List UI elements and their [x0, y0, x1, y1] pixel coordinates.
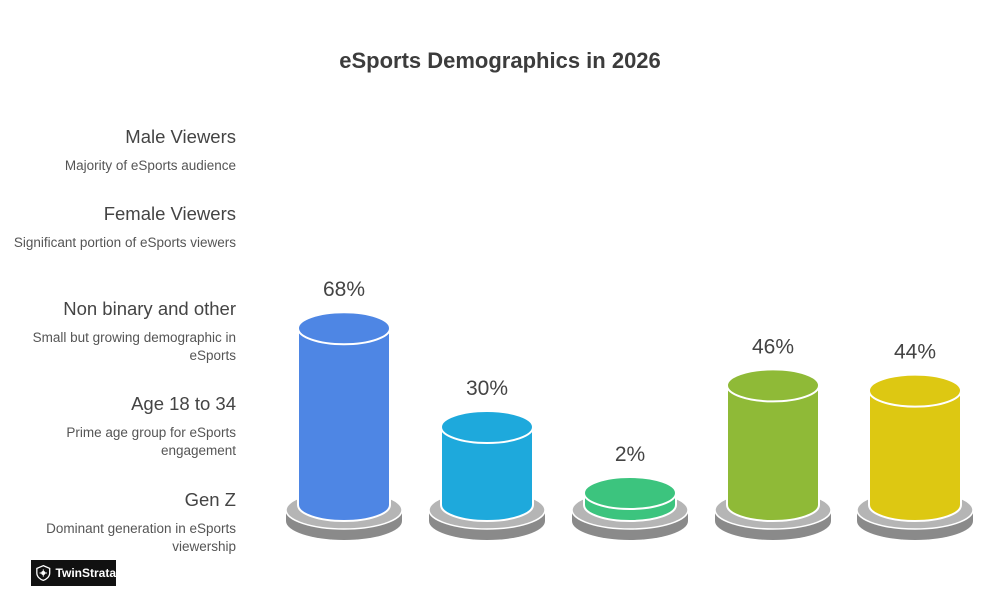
logo: TwinStrata [31, 560, 116, 586]
bar-top-5 [868, 373, 962, 408]
data-label: 2% [615, 443, 645, 466]
legend-label: Non binary and other [63, 298, 236, 319]
legend-description: Small but growing demographic in eSports [32, 330, 236, 363]
data-label: 68% [323, 278, 365, 301]
legend-entry-non-binary: Non binary and other Small but growing d… [10, 298, 236, 365]
legend-label: Female Viewers [103, 203, 236, 224]
bar-top-1 [297, 311, 391, 346]
legend-description: Prime age group for eSports engagement [66, 425, 236, 458]
data-label: 30% [466, 377, 508, 400]
chart-title: eSports Demographics in 2026 [339, 48, 661, 73]
bar-5 [868, 389, 962, 522]
bar-top-2 [440, 410, 534, 444]
legend-entry-female-viewers: Female Viewers Significant portion of eS… [10, 203, 236, 252]
data-label: 46% [752, 335, 794, 358]
bar-1 [297, 327, 391, 522]
legend-label: Male Viewers [125, 126, 236, 147]
legend-entry-male-viewers: Male Viewers Majority of eSports audienc… [10, 126, 236, 175]
shield-icon [36, 564, 51, 582]
legend-entry-gen-z: Gen Z Dominant generation in eSports vie… [10, 489, 236, 556]
bar-top-3 [583, 476, 677, 510]
legend-label: Age 18 to 34 [131, 393, 236, 414]
logo-text: TwinStrata [55, 566, 116, 580]
data-label: 44% [894, 341, 936, 364]
legend-entry-age-18-34: Age 18 to 34 Prime age group for eSports… [10, 393, 236, 460]
bar-4 [726, 384, 820, 522]
legend-label: Gen Z [184, 489, 236, 510]
legend-description: Majority of eSports audience [64, 158, 236, 173]
bar-2 [440, 426, 534, 522]
legend-description: Dominant generation in eSports viewershi… [46, 521, 236, 554]
bar-top-4 [726, 368, 820, 403]
legend-description: Significant portion of eSports viewers [13, 235, 236, 250]
